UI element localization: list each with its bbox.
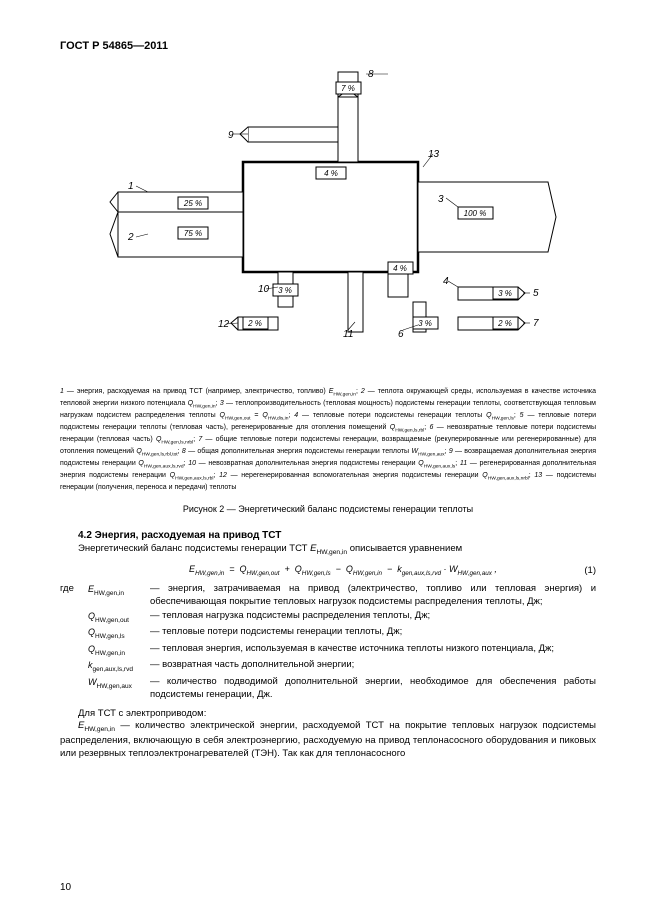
def-row: QHW,gen,in — тепловая энергия, используе… <box>60 643 596 659</box>
def-sym: QHW,gen,ls <box>88 626 150 642</box>
def-text: — тепловая нагрузка подсистемы распредел… <box>150 610 596 626</box>
def-text: — тепловые потери подсистемы генерации т… <box>150 626 596 642</box>
def-prefix: где <box>60 583 88 609</box>
def-row: QHW,gen,ls — тепловые потери подсистемы … <box>60 626 596 642</box>
label-p3a: 3 % <box>278 286 292 295</box>
flow-n7: 7 <box>533 318 539 329</box>
def-row: где EHW,gen,in — энергия, затрачиваемая … <box>60 583 596 609</box>
def-sym: WHW,gen,aux <box>88 676 150 702</box>
flow-n6: 6 <box>398 329 404 340</box>
label-p25: 25 % <box>183 199 202 208</box>
flow-n1: 1 <box>128 181 134 192</box>
flow-n3: 3 <box>438 194 444 205</box>
figure-legend: 1 — энергия, расходуемая на привод ТСТ (… <box>60 387 596 492</box>
doc-header: ГОСТ Р 54865—2011 <box>60 40 596 52</box>
para2-lead: Для ТСТ с электроприводом: <box>60 708 596 721</box>
flow-n11: 11 <box>343 329 353 340</box>
label-p2b: 2 % <box>497 319 512 328</box>
def-text: — возвратная часть дополнительной энерги… <box>150 659 596 675</box>
para2: EHW,gen,in — количество электрической эн… <box>60 720 596 761</box>
def-sym: kgen,aux,ls,rvd <box>88 659 150 675</box>
label-p75: 75 % <box>184 229 202 238</box>
page-number: 10 <box>60 882 71 893</box>
flow-n12: 12 <box>218 319 230 330</box>
def-text: — тепловая энергия, используемая в качес… <box>150 643 596 659</box>
def-sym: EHW,gen,in <box>88 583 150 609</box>
flow-n8: 8 <box>368 69 374 80</box>
section-intro: Энергетический баланс подсистемы генерац… <box>60 543 596 558</box>
def-sym: QHW,gen,out <box>88 610 150 626</box>
def-text: — энергия, затрачиваемая на привод (элек… <box>150 583 596 609</box>
definitions: где EHW,gen,in — энергия, затрачиваемая … <box>60 583 596 702</box>
def-sym: QHW,gen,in <box>88 643 150 659</box>
def-text: — количество подводимой дополнительной э… <box>150 676 596 702</box>
equation-row: EHW,gen,in = QHW,gen,out + QHW,gen,ls − … <box>60 564 596 577</box>
label-p4a: 4 % <box>324 169 338 178</box>
label-p3c: 3 % <box>418 319 432 328</box>
page: ГОСТ Р 54865—2011 <box>0 0 646 913</box>
flow-n9: 9 <box>228 130 234 141</box>
label-p2a: 2 % <box>247 319 262 328</box>
figure-caption: Рисунок 2 — Энергетический баланс подсис… <box>60 504 596 514</box>
equation-number: (1) <box>566 565 596 576</box>
def-row: WHW,gen,aux — количество подводимой допо… <box>60 676 596 702</box>
section-title: 4.2 Энергия, расходуемая на привод ТСТ <box>60 530 596 541</box>
def-row: kgen,aux,ls,rvd — возвратная часть допол… <box>60 659 596 675</box>
sankey-diagram: 7 % 4 % 25 % 75 % 100 % 4 % 3 % 2 % 3 % … <box>88 62 568 377</box>
label-p100: 100 % <box>464 209 487 218</box>
label-p4b: 4 % <box>393 264 407 273</box>
flow-n10: 10 <box>258 284 270 295</box>
flow-n2: 2 <box>127 232 134 243</box>
label-p3b: 3 % <box>498 289 512 298</box>
equation: EHW,gen,in = QHW,gen,out + QHW,gen,ls − … <box>60 564 566 577</box>
flow-n5: 5 <box>533 288 539 299</box>
def-row: QHW,gen,out — тепловая нагрузка подсисте… <box>60 610 596 626</box>
label-p7: 7 % <box>341 84 355 93</box>
flow-n4: 4 <box>443 276 449 287</box>
